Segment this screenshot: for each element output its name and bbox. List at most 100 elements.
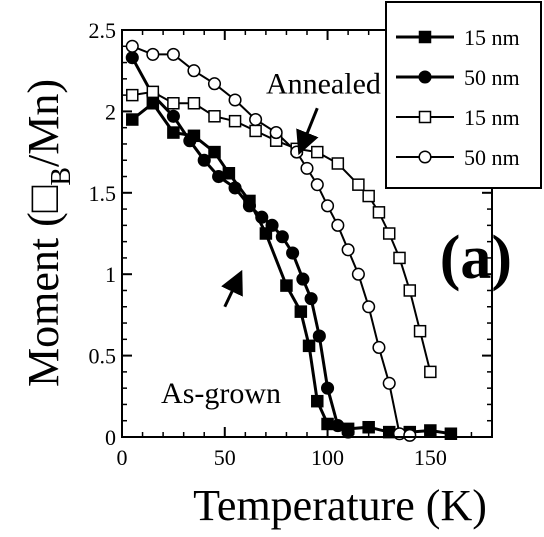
data-point-series-0	[294, 305, 308, 318]
data-point-series-2	[393, 251, 406, 265]
data-point-series-1	[286, 246, 300, 260]
data-point-series-1	[212, 169, 226, 184]
data-point-series-0	[280, 279, 293, 292]
y-tick-label: 2	[105, 99, 116, 124]
y-tick-label: 1.5	[89, 181, 117, 206]
data-point-series-3	[269, 126, 283, 140]
y-tick-label: 1	[105, 262, 116, 287]
data-point-series-3	[382, 376, 396, 390]
data-point-series-2	[372, 206, 386, 219]
data-point-series-2	[362, 189, 375, 203]
annotation-annealed: Annealed	[266, 68, 381, 101]
y-tick-label: 0	[105, 425, 116, 450]
data-point-series-0	[167, 126, 180, 139]
data-point-series-3	[300, 161, 314, 175]
y-axis-title-subscript: B	[46, 167, 77, 186]
data-point-series-3	[310, 178, 324, 192]
data-point-series-1	[331, 419, 345, 433]
data-point-series-2	[146, 85, 160, 99]
legend-label: 15 nm	[464, 25, 520, 50]
data-point-series-0	[126, 113, 139, 126]
x-tick-label: 150	[414, 445, 447, 470]
data-point-series-1	[183, 134, 197, 148]
legend: 15 nm 50 nm 15 nm 50 nm	[385, 1, 542, 189]
data-point-series-3	[362, 300, 376, 314]
legend-marker	[418, 70, 432, 84]
data-point-series-2	[249, 124, 262, 138]
data-point-series-1	[312, 329, 326, 343]
data-point-series-1	[242, 199, 256, 213]
data-point-series-2	[208, 110, 221, 123]
data-point-series-2	[126, 88, 139, 102]
annotation-arrow-as-grown	[221, 269, 243, 308]
y-axis-title-main: Moment (	[19, 212, 68, 387]
data-point-series-2	[424, 365, 437, 379]
x-tick-label: 100	[311, 445, 344, 470]
legend-marker	[418, 30, 432, 44]
data-point-series-3	[166, 47, 180, 61]
x-tick-label: 0	[117, 445, 128, 470]
data-point-series-2	[352, 178, 365, 191]
data-point-series-1	[255, 210, 269, 224]
data-point-series-2	[403, 284, 417, 297]
annotation-arrow-annealed	[296, 107, 319, 156]
data-point-series-1	[296, 272, 310, 286]
x-axis-title: Temperature (K)	[193, 481, 487, 530]
data-point-series-2	[311, 145, 324, 159]
data-point-series-0	[362, 420, 375, 434]
data-point-series-3	[341, 243, 355, 257]
data-point-series-1	[166, 109, 180, 123]
data-point-series-0	[259, 227, 273, 240]
data-point-series-3	[290, 145, 304, 159]
data-point-series-3	[125, 39, 139, 53]
data-point-series-3	[249, 112, 263, 127]
annotation-as-grown: As-grown	[161, 377, 281, 410]
y-tick-label: 0.5	[89, 344, 117, 369]
data-point-series-3	[321, 199, 335, 213]
panel-label: (a)	[440, 224, 512, 292]
data-point-series-1	[125, 51, 139, 65]
y-axis-title: Moment (□B/Mn)	[19, 79, 77, 387]
data-point-series-2	[228, 114, 242, 128]
data-point-series-2	[167, 97, 180, 110]
data-point-series-2	[331, 157, 345, 170]
data-point-series-3	[372, 340, 386, 355]
data-point-series-1	[197, 153, 211, 167]
data-point-series-2	[382, 227, 396, 240]
data-point-series-0	[382, 425, 396, 439]
data-point-series-1	[321, 381, 335, 395]
data-point-series-3	[187, 64, 201, 78]
data-point-series-1	[265, 218, 279, 232]
plot-frame	[121, 29, 493, 438]
data-point-series-0	[444, 427, 458, 440]
tick-labels: 0 50 100 150 0 0.5 1 1.5 2 2.5	[89, 18, 447, 470]
data-point-series-0	[311, 394, 324, 408]
legend-label: 50 nm	[464, 65, 520, 90]
data-point-series-1	[228, 181, 242, 195]
data-point-series-1	[275, 230, 289, 244]
y-tick-label: 2.5	[89, 18, 117, 43]
x-tick-label: 50	[214, 445, 236, 470]
data-point-series-3	[146, 47, 160, 61]
data-point-series-0	[321, 417, 334, 431]
data-point-series-2	[187, 97, 201, 110]
data-point-series-3	[403, 428, 417, 442]
data-point-series-0	[208, 145, 221, 159]
data-point-series-3	[207, 77, 222, 91]
legend-marker	[418, 110, 432, 124]
data-point-series-2	[413, 324, 427, 338]
data-point-series-3	[228, 93, 242, 107]
data-point-series-3	[351, 267, 365, 281]
y-axis-title-symbol: □	[19, 185, 68, 212]
annotations: Annealed As-grown	[161, 68, 381, 410]
series-markers	[125, 39, 458, 442]
legend-label: 50 nm	[464, 145, 520, 170]
legend-label: 15 nm	[464, 105, 520, 130]
data-point-series-0	[302, 339, 316, 353]
data-point-series-1	[304, 292, 318, 306]
y-axis-title-tail: /Mn)	[19, 79, 68, 167]
data-point-series-0	[424, 424, 437, 437]
legend-marker	[418, 150, 432, 164]
data-point-series-3	[331, 218, 345, 232]
